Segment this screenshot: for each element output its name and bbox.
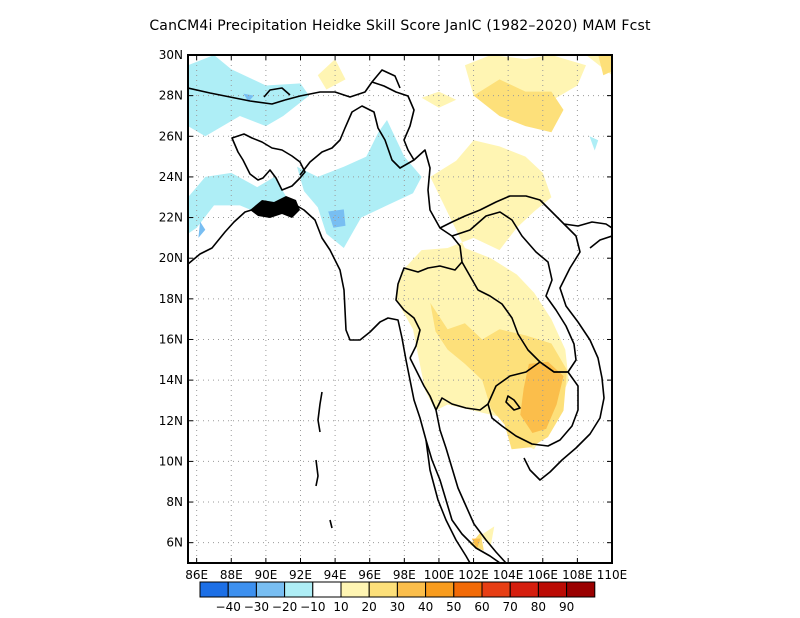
lon-label: 106E — [528, 568, 559, 582]
lat-label: 28N — [159, 89, 183, 103]
tonle-sap-lake — [505, 395, 521, 411]
skill-region-3-3 — [598, 55, 612, 76]
colorbar-label: 80 — [531, 600, 546, 614]
colorbar-label: 60 — [474, 600, 489, 614]
lon-label: 98E — [393, 568, 416, 582]
colorbar-label: 40 — [418, 600, 433, 614]
colorbar-swatch — [227, 581, 257, 598]
skill-region-1-2 — [328, 209, 346, 228]
lon-label: 88E — [220, 568, 243, 582]
skill-region-2-4 — [478, 526, 495, 545]
lat-label: 8N — [166, 495, 183, 509]
lon-label: 100E — [424, 568, 455, 582]
lon-label: 86E — [185, 568, 208, 582]
lon-label: 102E — [458, 568, 489, 582]
myanmar-east-border — [299, 105, 463, 359]
colorbar-label: 10 — [333, 600, 348, 614]
colorbar-swatch — [396, 581, 427, 598]
vietnam-coast — [523, 223, 605, 481]
lat-label: 14N — [159, 373, 183, 387]
skill-region-4-1 — [471, 538, 481, 549]
lon-label: 90E — [254, 568, 277, 582]
skill-region-0-2 — [297, 120, 422, 248]
lon-label: 108E — [562, 568, 593, 582]
andaman-islands — [315, 391, 333, 529]
colorbar-label: 90 — [559, 600, 574, 614]
bangladesh-outline — [231, 133, 306, 191]
colorbar-label: −30 — [244, 600, 269, 614]
colorbar-swatch — [199, 581, 229, 598]
skill-region-2-0 — [317, 59, 346, 90]
lat-label: 12N — [159, 414, 183, 428]
bhutan-border — [263, 87, 291, 98]
thailand-gulf-coast — [435, 397, 507, 563]
skill-region-4-0 — [520, 361, 564, 433]
latitude-axis: 30N 28N 26N 24N 22N 20N 18N 16N 14N 12N 10N 8N 6N — [159, 48, 612, 550]
lat-label: 18N — [159, 292, 183, 306]
map-title: CanCM4i Precipitation Heidke Skill Score… — [149, 18, 651, 34]
colorbar-label: 50 — [446, 600, 461, 614]
colorbar-swatch — [255, 581, 286, 598]
skill-region-1-0 — [198, 221, 206, 238]
lat-label: 30N — [159, 48, 183, 62]
skill-shading-layer — [188, 55, 612, 551]
india-nepal-border — [188, 87, 286, 105]
colorbar-swatch — [312, 581, 342, 598]
china-border — [371, 81, 415, 161]
skill-region-0-1 — [188, 172, 287, 234]
skill-region-1-1 — [243, 93, 254, 102]
cambodia-outline — [487, 361, 579, 447]
colorbar-label: 30 — [390, 600, 405, 614]
sundarbans-delta — [250, 196, 300, 218]
lat-label: 24N — [159, 170, 183, 184]
colorbar-swatch — [453, 581, 483, 598]
lat-label: 20N — [159, 251, 183, 265]
laos-outline — [451, 211, 577, 373]
colorbar-label: −10 — [300, 600, 325, 614]
lat-label: 26N — [159, 129, 183, 143]
skill-region-2-1 — [421, 91, 457, 108]
colorbar: −40 −30 −20 −10 10 20 30 40 50 60 70 80 90 — [199, 581, 596, 614]
lon-label: 104E — [493, 568, 524, 582]
plot-frame — [187, 54, 613, 564]
longitude-axis: 86E 88E 90E 92E 94E 96E 98E 100E 102E 104E 106E 108… — [185, 55, 627, 582]
colorbar-swatch — [481, 581, 511, 598]
colorbar-label: 20 — [362, 600, 377, 614]
skill-region-0-3 — [589, 136, 599, 151]
colorbar-swatch — [368, 581, 398, 598]
lon-label: 96E — [358, 568, 381, 582]
skill-region-3-0 — [473, 79, 564, 133]
lat-lon-grid — [188, 55, 612, 563]
colorbar-swatch — [425, 581, 455, 598]
lat-label: 10N — [159, 454, 183, 468]
china-south-border — [439, 195, 612, 229]
colorbar-swatch — [340, 581, 370, 598]
colorbar-swatch — [537, 581, 568, 598]
colorbar-swatch — [509, 581, 539, 598]
lat-label: 22N — [159, 211, 183, 225]
colorbar-label: −40 — [216, 600, 241, 614]
lon-label: 94E — [324, 568, 347, 582]
colorbar-label: −20 — [272, 600, 297, 614]
hainan-coast — [589, 235, 612, 249]
colorbar-swatch — [284, 581, 314, 598]
lon-label: 110E — [597, 568, 628, 582]
lat-label: 16N — [159, 332, 183, 346]
colorbar-swatch — [566, 581, 596, 598]
colorbar-label: 70 — [503, 600, 518, 614]
lat-label: 6N — [166, 536, 183, 550]
malay-west-coast — [425, 439, 471, 563]
himalaya-border — [284, 69, 401, 101]
thailand-west-border — [409, 357, 437, 411]
lon-label: 92E — [289, 568, 312, 582]
